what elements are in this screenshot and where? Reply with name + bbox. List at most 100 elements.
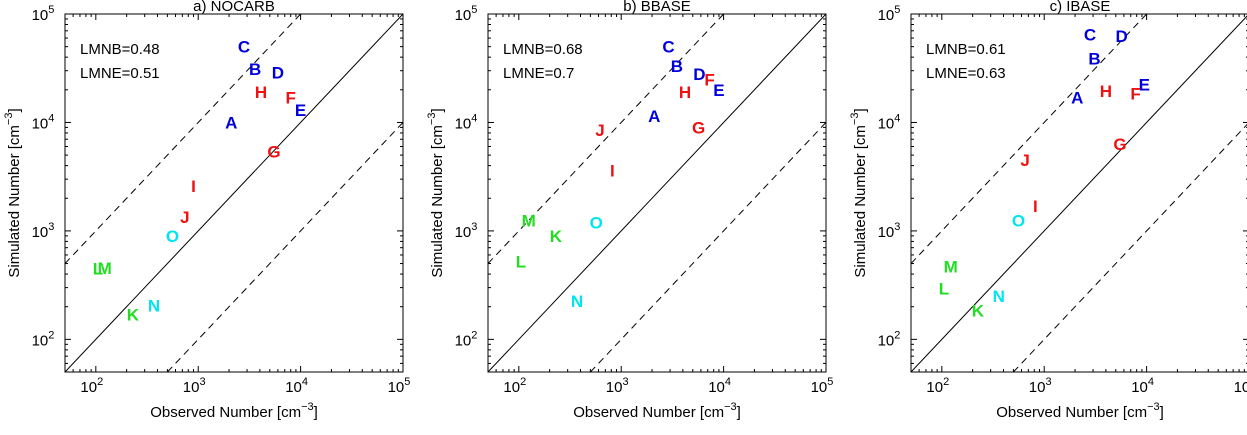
stat-label: LMNB=0.61 xyxy=(926,41,1006,58)
stat-label: LMNE=0.7 xyxy=(503,65,574,82)
x-tick-label: 104 xyxy=(285,376,308,396)
x-tick-label: 105 xyxy=(811,376,834,396)
data-point-B: B xyxy=(249,60,261,79)
panel-title: c) IBASE xyxy=(1050,0,1111,15)
y-tick-label: 105 xyxy=(455,4,478,24)
panel-3: 102 103 104 105 102 103 104 105 c) IBASE Observed… xyxy=(849,0,1247,421)
panel-2: 102 103 104 105 102 103 104 105 b) BBASE Observed… xyxy=(426,0,833,421)
upper-factor-ten-line xyxy=(65,14,301,264)
x-axis-label: Observed Number [cm−3] xyxy=(150,401,318,421)
data-point-C: C xyxy=(1084,25,1096,44)
data-point-A: A xyxy=(648,107,660,126)
lower-factor-ten-line xyxy=(1013,123,1247,372)
axes-frame xyxy=(487,13,827,373)
x-axis-label: Observed Number [cm−3] xyxy=(573,401,741,421)
x-tick-label: 102 xyxy=(503,376,526,396)
stat-label: LMNE=0.51 xyxy=(80,65,160,82)
data-point-I: I xyxy=(191,177,196,196)
x-tick-label: 105 xyxy=(388,376,411,396)
data-point-N: N xyxy=(993,287,1005,306)
y-tick-label: 102 xyxy=(455,329,478,349)
data-point-H: H xyxy=(255,83,267,102)
data-point-K: K xyxy=(550,227,563,246)
lower-factor-ten-line xyxy=(590,122,826,372)
data-point-G: G xyxy=(692,118,705,137)
one-to-one-line xyxy=(911,15,1247,372)
stat-label: LMNB=0.68 xyxy=(503,41,583,58)
y-tick-label: 104 xyxy=(455,112,478,132)
one-to-one-line xyxy=(65,14,403,372)
data-point-G: G xyxy=(1113,135,1126,154)
data-point-J: J xyxy=(180,208,189,227)
y-tick-label: 103 xyxy=(32,221,55,241)
data-point-F: F xyxy=(1130,84,1140,103)
data-point-B: B xyxy=(671,57,683,76)
data-point-E: E xyxy=(1139,75,1150,94)
one-to-one-line xyxy=(488,14,826,372)
data-point-L: L xyxy=(939,279,949,298)
data-point-O: O xyxy=(1012,211,1025,230)
data-point-E: E xyxy=(295,101,306,120)
y-tick-label: 103 xyxy=(455,221,478,241)
upper-factor-ten-line xyxy=(488,14,724,264)
axes-frame xyxy=(64,13,404,373)
data-point-L: L xyxy=(516,253,526,272)
axis-ticks xyxy=(487,13,827,373)
x-tick-label: 104 xyxy=(708,376,731,396)
data-point-N: N xyxy=(571,292,583,311)
data-point-M: M xyxy=(98,259,112,278)
data-point-H: H xyxy=(1100,82,1112,101)
x-tick-label: 103 xyxy=(1029,376,1052,396)
reference-lines xyxy=(911,14,1247,372)
data-point-E: E xyxy=(713,81,724,100)
panel-1: 102 103 104 105 102 103 104 105 a) NOCARB Observe… xyxy=(3,0,410,421)
y-tick-label: 104 xyxy=(32,112,55,132)
data-point-H: H xyxy=(679,83,691,102)
data-point-D: D xyxy=(693,65,705,84)
data-point-A: A xyxy=(225,113,237,132)
data-point-C: C xyxy=(238,38,250,57)
data-point-B: B xyxy=(1088,49,1100,68)
y-axis-label: Simulated Number [cm−3] xyxy=(426,108,446,277)
data-point-D: D xyxy=(272,63,284,82)
data-point-A: A xyxy=(1071,88,1083,107)
y-axis-label: Simulated Number [cm−3] xyxy=(3,108,23,277)
data-point-I: I xyxy=(610,162,615,181)
x-tick-label: 103 xyxy=(183,376,206,396)
data-point-O: O xyxy=(590,213,603,232)
data-point-J: J xyxy=(595,121,604,140)
x-tick-label: 105 xyxy=(1234,376,1247,396)
stat-label: LMNE=0.63 xyxy=(926,65,1006,82)
data-point-K: K xyxy=(127,305,140,324)
data-point-L: L xyxy=(93,260,103,279)
stat-label: LMNB=0.48 xyxy=(80,41,160,58)
data-point-N: N xyxy=(148,297,160,316)
y-tick-label: 105 xyxy=(32,4,55,24)
y-tick-label: 105 xyxy=(878,4,901,24)
data-point-I: I xyxy=(1033,197,1038,216)
y-tick-label: 103 xyxy=(878,221,901,241)
data-point-F: F xyxy=(704,70,714,89)
data-point-G: G xyxy=(267,142,280,161)
data-point-C: C xyxy=(662,38,674,57)
reference-lines xyxy=(488,14,826,372)
axis-ticks xyxy=(64,13,404,373)
data-point-O: O xyxy=(166,227,179,246)
data-point-D: D xyxy=(1115,27,1127,46)
data-point-F: F xyxy=(285,88,295,107)
x-tick-label: 103 xyxy=(606,376,629,396)
x-axis-label: Observed Number [cm−3] xyxy=(996,401,1164,421)
panel-title: b) BBASE xyxy=(623,0,691,15)
upper-factor-ten-line xyxy=(911,14,1147,264)
axes-frame xyxy=(910,13,1247,373)
x-tick-label: 102 xyxy=(80,376,103,396)
data-point-J: J xyxy=(1020,151,1029,170)
data-points: A BC DEF G H IJ K LM N O xyxy=(93,38,306,325)
y-tick-label: 102 xyxy=(878,329,901,349)
panel-title: a) NOCARB xyxy=(193,0,275,15)
y-tick-label: 102 xyxy=(32,329,55,349)
y-axis-label: Simulated Number [cm−3] xyxy=(849,108,869,277)
